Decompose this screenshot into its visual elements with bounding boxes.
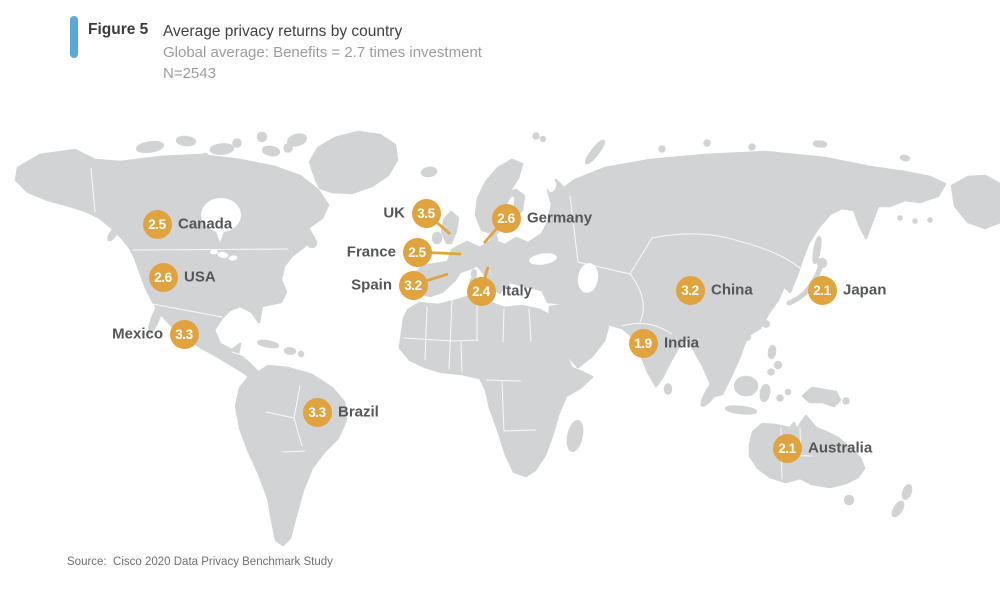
country-label: Brazil [338,403,379,421]
figure-subtitle: Global average: Benefits = 2.7 times inv… [163,44,482,61]
accent-bar [70,16,78,58]
country-value-bubble: 3.2 [675,275,705,305]
country-label: Germany [527,209,593,227]
country-label: Spain [351,276,392,294]
country-value-bubble: 3.3 [302,397,332,427]
country-label: China [711,281,753,299]
region-arabia [547,303,610,369]
country-value-bubble: 2.5 [142,209,172,239]
country-label: Canada [178,215,233,233]
continent-australia [748,414,866,489]
continent-eurasia [412,150,947,398]
country-value-bubble: 3.2 [398,270,428,300]
country-value-bubble: 2.4 [466,276,496,306]
country-label: Japan [843,281,887,299]
sample-size: N=2543 [163,65,216,82]
country-value-bubble: 2.6 [491,203,521,233]
country-value-bubble: 2.1 [807,275,837,305]
continent-greenland [308,130,399,195]
country-label: France [346,243,396,261]
country-value-bubble: 2.5 [402,237,432,267]
country-value-bubble: 3.3 [169,319,199,349]
source-note: Source: Cisco 2020 Data Privacy Benchmar… [67,556,333,568]
country-label: Australia [808,439,873,457]
country-label: USA [184,268,216,286]
country-label: India [664,334,700,352]
country-value-bubble: 1.9 [628,328,658,358]
continent-africa [398,292,594,478]
lakes-and-seas [201,180,599,293]
region-uk [440,210,460,245]
figure-title: Average privacy returns by country [163,23,403,40]
country-value-bubble: 3.5 [411,198,441,228]
country-label: Italy [502,282,533,300]
country-label: Mexico [112,325,163,343]
region-italy [476,261,504,295]
figure-header: Figure 5 Average privacy returns by coun… [70,16,482,84]
country-label: UK [383,204,405,222]
title-block: Average privacy returns by country Globa… [163,16,482,84]
region-new-guinea [801,386,842,408]
region-bering-edge [950,174,1000,230]
country-value-bubble: 2.6 [148,262,178,292]
figure-number: Figure 5 [88,21,149,38]
country-borders [90,167,813,480]
country-value-bubble: 2.1 [772,433,802,463]
